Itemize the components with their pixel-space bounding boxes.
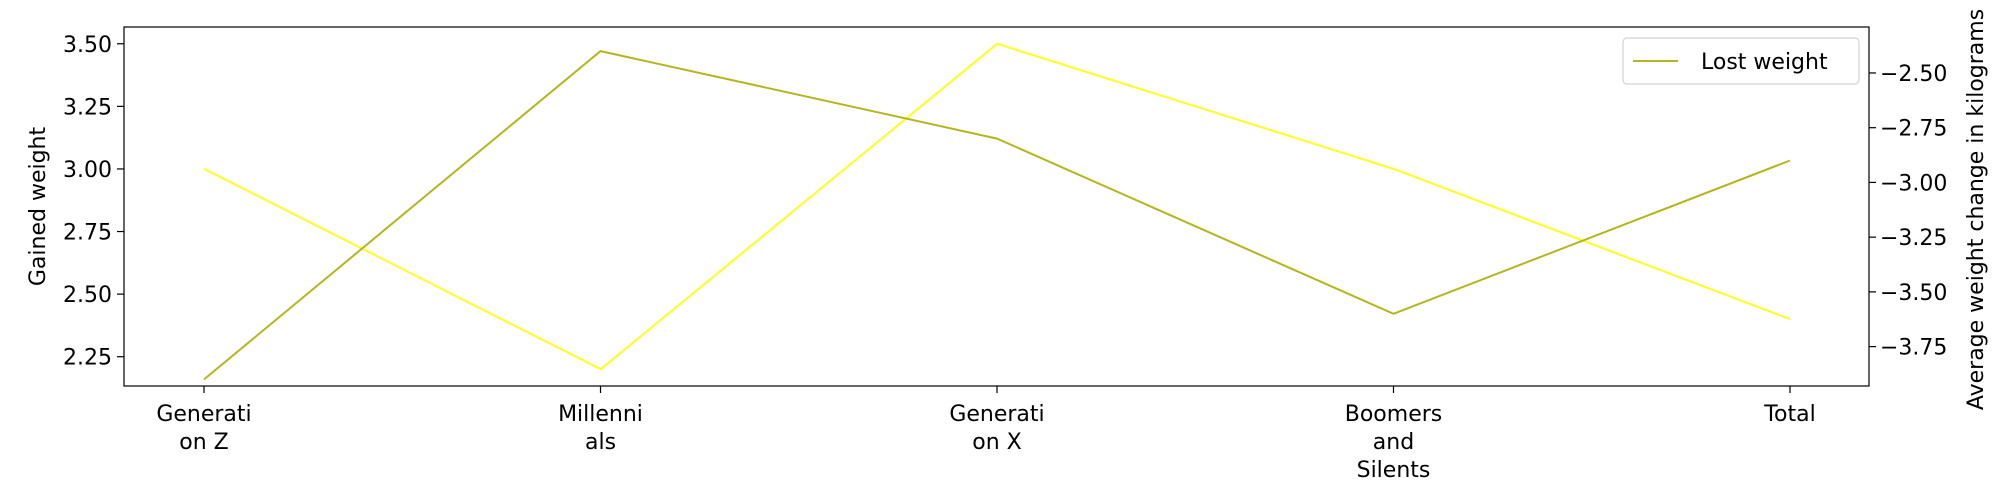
plot-area-border	[123, 26, 1870, 387]
x-tick-label: Total	[1763, 402, 1815, 427]
left-tick-label: 2.75	[63, 221, 112, 246]
right-tick-label: −3.75	[1880, 336, 1947, 361]
legend: Lost weight	[1622, 37, 1860, 85]
series-line-gained-weight	[203, 42, 1791, 371]
right-axis-ticks: −2.50 −2.75 −3.00 −3.25 −3.50 −3.75	[1869, 62, 1947, 361]
series-layer	[203, 42, 1791, 381]
legend-label: Lost weight	[1701, 50, 1828, 75]
right-tick-label: −3.25	[1880, 226, 1947, 251]
x-tick-label: Boomers and Silents	[1345, 402, 1443, 483]
right-tick-label: −2.50	[1880, 62, 1947, 87]
left-axis-title: Gained weight	[26, 127, 51, 287]
x-tick-label: Millenni als	[558, 402, 643, 455]
x-tick-label: Generati on X	[949, 402, 1044, 455]
left-tick-label: 3.50	[63, 33, 112, 58]
left-tick-label: 3.25	[63, 95, 112, 120]
x-axis-ticks: Generati on Z Millenni als Generati on X Boome…	[156, 386, 1816, 483]
left-tick-label: 3.00	[63, 158, 112, 183]
left-tick-label: 2.25	[63, 346, 112, 371]
right-tick-label: −2.75	[1880, 117, 1947, 142]
series-line-lost-weight	[203, 50, 1791, 381]
right-tick-label: −3.00	[1880, 171, 1947, 196]
right-axis-title: Average weight change in kilograms	[1964, 9, 1989, 410]
right-tick-label: −3.50	[1880, 281, 1947, 306]
x-tick-label: Generati on Z	[156, 402, 251, 455]
left-axis-ticks: 2.25 2.50 2.75 3.00 3.25 3.50	[63, 33, 124, 371]
plot-frame	[123, 26, 1870, 387]
legend-box	[1622, 37, 1860, 85]
left-tick-label: 2.50	[63, 283, 112, 308]
